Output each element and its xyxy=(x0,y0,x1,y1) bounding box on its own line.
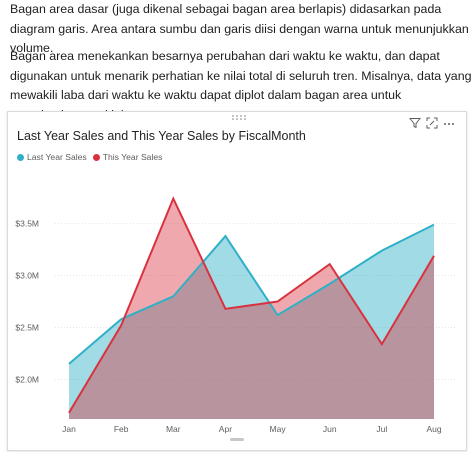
drag-handle-icon[interactable] xyxy=(8,112,468,126)
series-line xyxy=(68,196,435,414)
filter-icon[interactable] xyxy=(409,117,421,129)
series-area xyxy=(69,198,434,419)
chart-legend: Last Year Sales This Year Sales xyxy=(17,152,168,162)
y-tick-label: $3.0M xyxy=(15,271,39,281)
horizontal-scrollbar xyxy=(230,438,244,441)
x-tick-label: May xyxy=(270,424,287,434)
x-tick-label: Mar xyxy=(166,424,181,434)
legend-marker-icon xyxy=(92,153,100,161)
area-chart-visual[interactable]: Last Year Sales and This Year Sales by F… xyxy=(7,111,467,451)
y-tick-label: $3.5M xyxy=(15,219,39,229)
legend-marker-icon xyxy=(17,153,24,161)
x-tick-label: Jun xyxy=(323,424,337,434)
intro-paragraph: Bagan area dasar (juga dikenal sebagai b… xyxy=(10,2,469,56)
series-area xyxy=(69,224,434,419)
legend-item-last-year[interactable]: Last Year Sales xyxy=(17,152,87,162)
legend-item-this-year[interactable]: This Year Sales xyxy=(92,152,163,162)
series-line xyxy=(68,223,435,365)
legend-label: This Year Sales xyxy=(102,152,163,162)
y-tick-label: $2.5M xyxy=(15,323,39,333)
chart-title: Last Year Sales and This Year Sales by F… xyxy=(17,129,306,143)
x-tick-label: Jul xyxy=(376,424,387,434)
x-tick-label: Jan xyxy=(62,424,76,434)
y-tick-label: $2.0M xyxy=(15,375,39,385)
x-tick-label: Feb xyxy=(114,424,129,434)
x-tick-label: Apr xyxy=(219,424,232,434)
more-options-icon[interactable] xyxy=(442,117,456,129)
plot-area: $2.0M $2.5M $3.0M $3.5M Jan Feb Mar Apr May Jun Ju… xyxy=(15,196,456,441)
legend-label: Last Year Sales xyxy=(27,152,87,162)
focus-mode-icon[interactable] xyxy=(426,117,438,129)
x-tick-label: Aug xyxy=(426,424,441,434)
